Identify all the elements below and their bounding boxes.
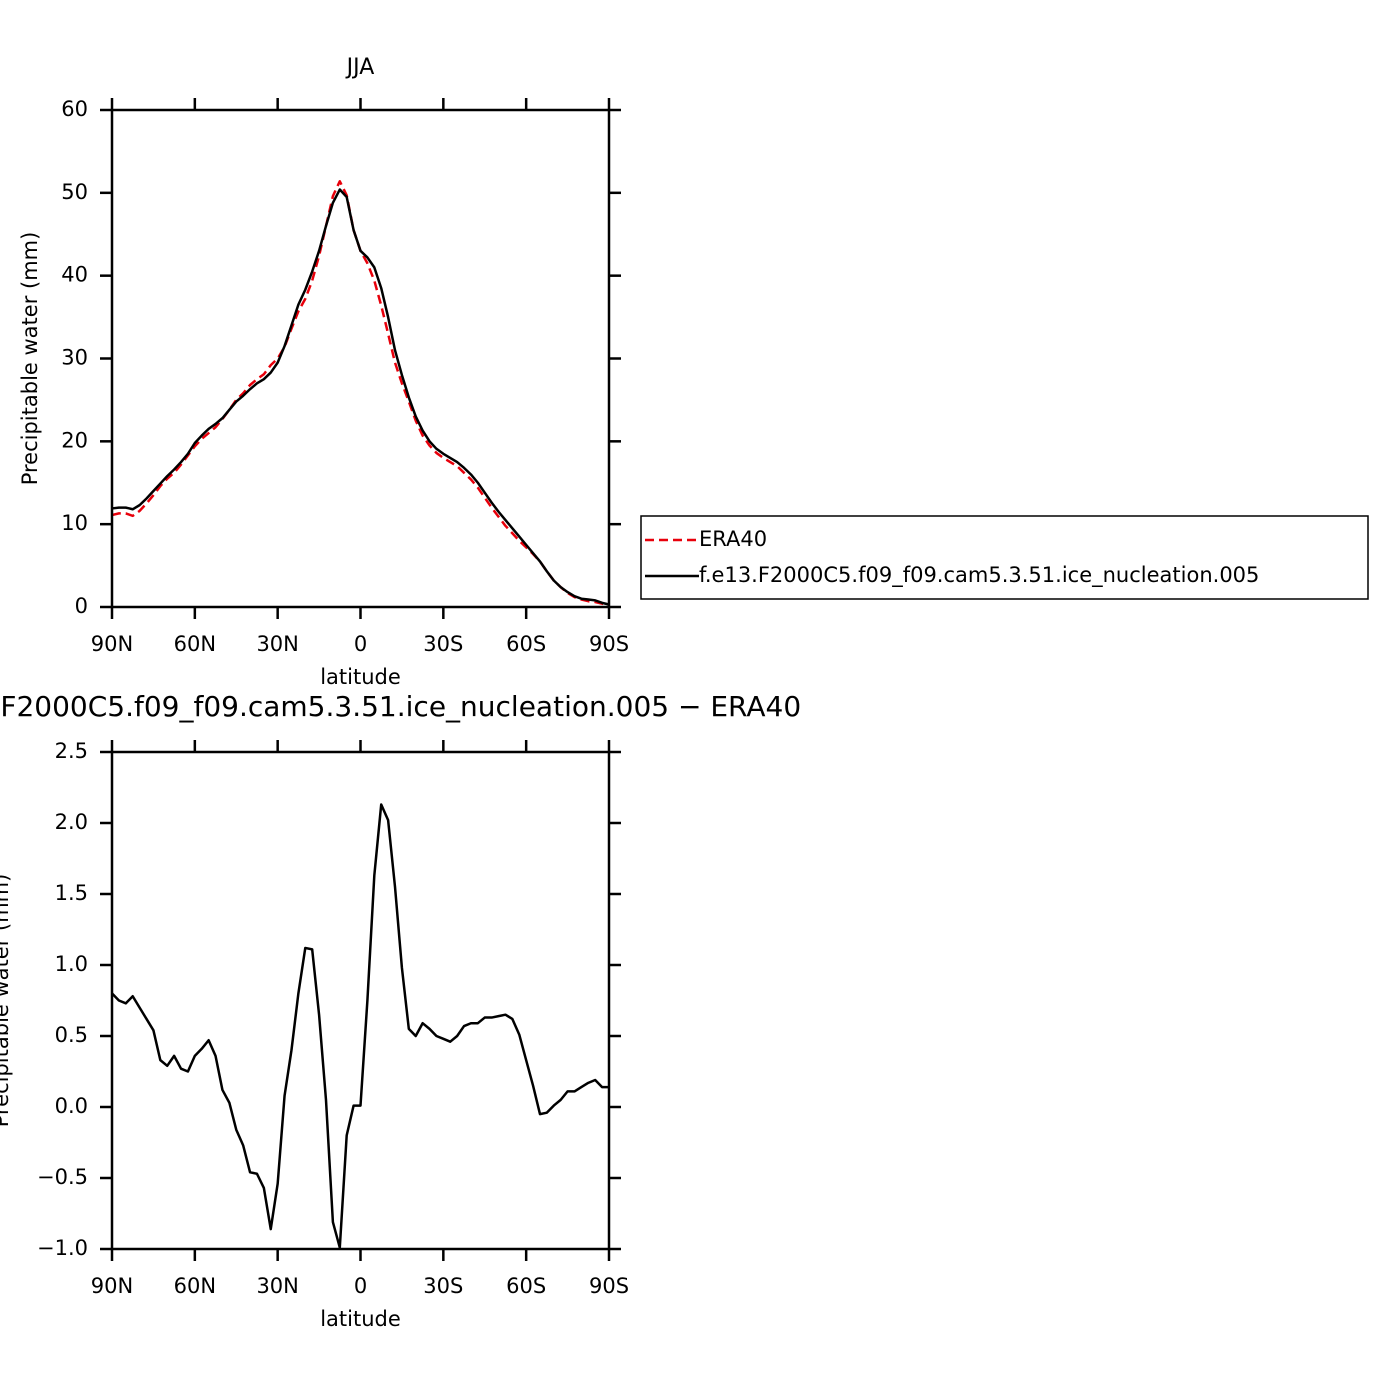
x-tick-label: 60N: [174, 632, 216, 656]
plot-frame: [110, 108, 611, 609]
legend-label: ERA40: [699, 527, 767, 551]
chart-title: f.e13.F2000C5.f09_f09.cam5.3.51.ice_nucl…: [0, 690, 801, 723]
x-axis-label: latitude: [320, 1307, 401, 1331]
y-tick-label: 2.5: [55, 739, 88, 763]
y-tick-label: 60: [61, 97, 88, 121]
x-tick-label: 60S: [506, 1274, 546, 1298]
y-axis-label: Precipitable water (mm): [0, 874, 13, 1128]
x-tick-label: 0: [354, 1274, 367, 1298]
y-tick-label: 1.5: [55, 881, 88, 905]
y-tick-label: 0: [75, 594, 88, 618]
plot-frame: [110, 750, 611, 1251]
data-line: [111, 803, 609, 1249]
x-tick-label: 60S: [506, 632, 546, 656]
y-tick-label: 0.0: [55, 1094, 88, 1118]
chart-title: JJA: [345, 55, 375, 80]
data-line: [111, 179, 610, 607]
x-tick-label: 90S: [589, 632, 629, 656]
data-line: [111, 188, 610, 606]
x-tick-label: 30S: [423, 1274, 463, 1298]
x-tick-label: 30N: [256, 632, 298, 656]
x-tick-label: 60N: [174, 1274, 216, 1298]
y-tick-label: 2.0: [55, 810, 88, 834]
y-tick-label: 0.5: [55, 1023, 88, 1047]
y-tick-label: 30: [61, 346, 88, 370]
x-tick-label: 0: [354, 632, 367, 656]
y-tick-label: −0.5: [37, 1165, 88, 1189]
legend-box: [640, 515, 1369, 600]
y-tick-label: 40: [61, 263, 88, 287]
y-tick-label: −1.0: [37, 1236, 88, 1260]
x-axis-label: latitude: [320, 665, 401, 689]
legend-label: f.e13.F2000C5.f09_f09.cam5.3.51.ice_nucl…: [699, 563, 1259, 588]
x-tick-label: 90N: [91, 1274, 133, 1298]
y-tick-label: 20: [61, 428, 88, 452]
x-tick-label: 30N: [256, 1274, 298, 1298]
y-tick-label: 1.0: [55, 952, 88, 976]
x-tick-label: 90S: [589, 1274, 629, 1298]
y-tick-label: 50: [61, 180, 88, 204]
x-tick-label: 30S: [423, 632, 463, 656]
y-axis-label: Precipitable water (mm): [18, 232, 42, 486]
x-tick-label: 90N: [91, 632, 133, 656]
y-tick-label: 10: [61, 511, 88, 535]
